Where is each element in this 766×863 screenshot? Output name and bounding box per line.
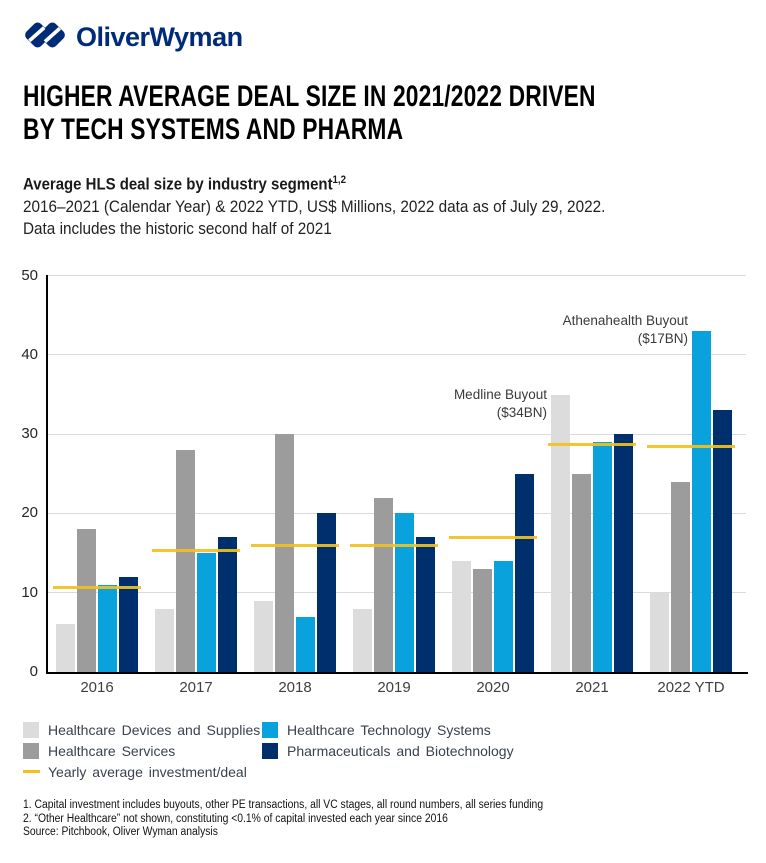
bar-devices-2022-ytd <box>650 592 669 672</box>
legend-item-tech-systems: Healthcare Technology Systems <box>262 719 514 740</box>
bar-services-2019 <box>374 497 393 672</box>
bar-pharma-2022-ytd <box>713 410 732 672</box>
legend-label-tech-systems: Healthcare Technology Systems <box>287 721 491 738</box>
gridline-50 <box>48 275 746 277</box>
bar-pharma-2021 <box>614 434 633 672</box>
legend-item-pharma: Pharmaceuticals and Biotechnology <box>262 740 514 761</box>
annotation-medline-line-2: ($34BN) <box>496 404 547 420</box>
gridline-40 <box>48 354 746 356</box>
legend-item-devices: Healthcare Devices and Supplies <box>23 719 260 740</box>
annotation-athenahealth-line-1: Athenahealth Buyout <box>562 313 688 328</box>
legend-swatch-average-line <box>23 770 40 773</box>
chart-heading-text: Average HLS deal size by industry segmen… <box>23 174 333 194</box>
bar-services-2021 <box>572 473 591 672</box>
chart-subtitle-line-2: Data includes the historic second half o… <box>23 218 332 238</box>
average-line-2016 <box>53 585 141 589</box>
annotation-athenahealth-buyout: Athenahealth Buyout ($17BN) <box>563 312 688 347</box>
chart-heading: Average HLS deal size by industry segmen… <box>23 169 592 196</box>
legend-swatch-tech-systems <box>262 721 278 738</box>
bar-devices-2019 <box>353 608 372 672</box>
average-line-2019 <box>350 543 438 547</box>
y-axis-tick-0: 0 <box>29 663 38 680</box>
annotation-medline-line-1: Medline Buyout <box>453 387 547 402</box>
legend-item-average-line: Yearly average investment/deal <box>23 761 260 782</box>
x-axis-label-2019: 2019 <box>377 679 411 696</box>
legend-label-devices: Healthcare Devices and Supplies <box>48 721 261 738</box>
x-axis-label-2021: 2021 <box>575 679 609 696</box>
footnote-2: 2. “Other Healthcare” not shown, constit… <box>23 812 448 825</box>
bar-techsystems-2020 <box>494 561 513 672</box>
annotation-athenahealth-line-2: ($17BN) <box>637 330 688 346</box>
bar-devices-2017 <box>155 608 174 672</box>
annotation-medline-buyout: Medline Buyout ($34BN) <box>454 386 547 421</box>
average-line-2018 <box>251 543 339 547</box>
y-axis-line <box>46 275 48 674</box>
page-title-line-1: HIGHER AVERAGE DEAL SIZE IN 2021/2022 DR… <box>23 80 596 113</box>
bar-techsystems-2019 <box>395 513 414 672</box>
oliver-wyman-logo: OliverWyman <box>22 16 243 59</box>
chart-legend: Healthcare Devices and Supplies Healthca… <box>23 719 743 785</box>
y-axis-tick-30: 30 <box>21 425 38 443</box>
bar-techsystems-2021 <box>593 442 612 672</box>
footnote-source: Source: Pitchbook, Oliver Wyman analysis <box>23 826 218 838</box>
average-line-2021 <box>548 442 636 446</box>
bar-devices-2021 <box>551 394 570 672</box>
bar-pharma-2018 <box>317 513 336 672</box>
x-axis-label-2022-ytd: 2022 YTD <box>657 679 725 696</box>
legend-swatch-devices <box>23 721 39 738</box>
x-axis-label-2016: 2016 <box>80 679 114 696</box>
y-axis-tick-20: 20 <box>21 504 38 522</box>
bar-services-2017 <box>176 450 195 672</box>
y-axis-tick-10: 10 <box>21 583 38 601</box>
bar-techsystems-2022-ytd <box>692 331 711 672</box>
oliver-wyman-logo-icon <box>22 16 68 59</box>
legend-label-pharma: Pharmaceuticals and Biotechnology <box>287 742 514 759</box>
bar-techsystems-2018 <box>296 616 315 672</box>
legend-column-1: Healthcare Devices and Supplies Healthca… <box>23 719 260 782</box>
legend-label-average-line: Yearly average investment/deal <box>48 763 247 780</box>
x-axis-line <box>46 672 748 674</box>
legend-swatch-pharma <box>262 742 278 759</box>
legend-swatch-services <box>23 742 39 759</box>
average-line-2017 <box>152 549 240 553</box>
footnote-1: 1. Capital investment includes buyouts, … <box>23 799 544 811</box>
legend-label-services: Healthcare Services <box>48 742 176 759</box>
page-title: HIGHER AVERAGE DEAL SIZE IN 2021/2022 DR… <box>23 80 766 146</box>
x-axis-label-2017: 2017 <box>179 679 213 696</box>
bar-services-2018 <box>275 434 294 672</box>
bar-services-2020 <box>473 568 492 672</box>
average-line-2022-ytd <box>647 445 735 449</box>
footnotes: 1. Capital investment includes buyouts, … <box>23 799 601 840</box>
chart-subtitle-line-1: 2016–2021 (Calendar Year) & 2022 YTD, US… <box>23 196 606 216</box>
bar-services-2016 <box>77 529 96 672</box>
x-axis-label-2018: 2018 <box>278 679 312 696</box>
y-axis-tick-50: 50 <box>21 266 38 284</box>
legend-item-services: Healthcare Services <box>23 740 260 761</box>
legend-column-2: Healthcare Technology Systems Pharmaceut… <box>262 719 514 761</box>
bar-pharma-2019 <box>416 537 435 672</box>
bar-pharma-2020 <box>515 473 534 672</box>
chart-heading-footnote-ref: 1,2 <box>332 174 347 186</box>
bar-devices-2018 <box>254 600 273 672</box>
oliver-wyman-wordmark: OliverWyman <box>76 22 243 52</box>
chart-subtitle: Average HLS deal size by industry segmen… <box>23 169 670 240</box>
bar-techsystems-2017 <box>197 553 216 672</box>
bar-devices-2016 <box>56 624 75 672</box>
bar-techsystems-2016 <box>98 584 117 672</box>
gridline-30 <box>48 433 746 435</box>
page-title-line-2: BY TECH SYSTEMS AND PHARMA <box>23 113 404 146</box>
bar-pharma-2016 <box>119 576 138 672</box>
y-axis-tick-40: 40 <box>21 345 38 363</box>
average-line-2020 <box>449 535 537 539</box>
bar-pharma-2017 <box>218 537 237 672</box>
bar-services-2022-ytd <box>671 481 690 672</box>
bar-devices-2020 <box>452 561 471 672</box>
x-axis-label-2020: 2020 <box>476 679 510 696</box>
